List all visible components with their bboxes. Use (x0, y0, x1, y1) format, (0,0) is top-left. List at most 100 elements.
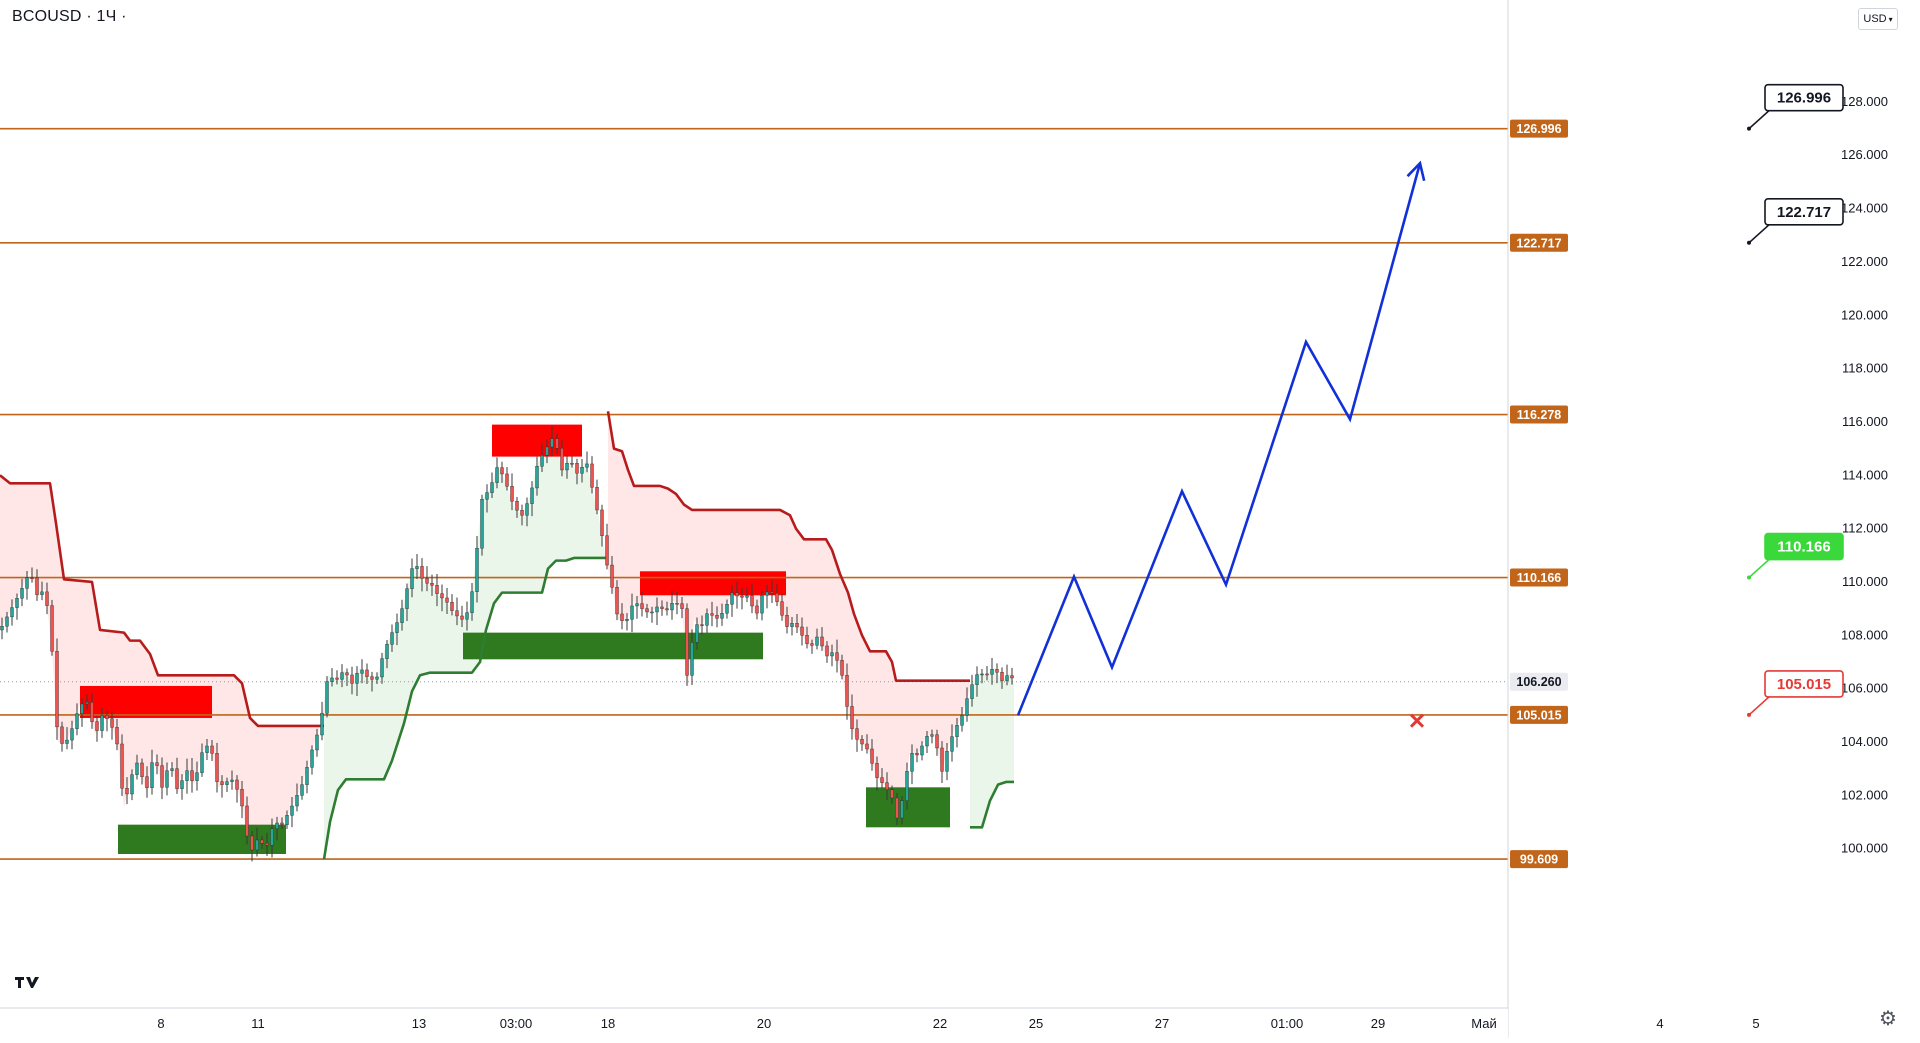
candle-body (415, 566, 419, 569)
candle-body (540, 455, 544, 467)
candle-body (590, 463, 594, 488)
candle-body (215, 753, 219, 782)
candle-body (925, 736, 929, 747)
y-tick-label: 118.000 (1842, 361, 1888, 376)
candle-body (95, 721, 99, 731)
candle-body (305, 767, 309, 785)
candle-body (290, 805, 294, 816)
callout-anchor (1747, 240, 1751, 245)
level-price-tag[interactable] (1510, 568, 1568, 587)
candle-body (300, 784, 304, 796)
stop-loss-marker-icon (1409, 713, 1425, 728)
candle-body (665, 608, 669, 611)
candle-body (655, 606, 659, 613)
candle-body (830, 652, 834, 657)
candle-body (935, 734, 939, 749)
candle-body (785, 615, 789, 627)
candle-body (955, 725, 959, 737)
candle-body (580, 467, 584, 474)
tradingview-logo[interactable] (10, 970, 44, 994)
candle-body (920, 745, 924, 756)
x-tick-label: 18 (601, 1016, 615, 1031)
level-price-tag[interactable] (1510, 119, 1568, 138)
current-price-tag[interactable] (1510, 672, 1568, 691)
x-tick-label: 29 (1371, 1016, 1385, 1031)
level-price-tag[interactable] (1510, 233, 1568, 252)
candle-body (510, 486, 514, 502)
candle-body (725, 604, 729, 614)
candle-body (810, 643, 814, 646)
candle-body (40, 591, 44, 595)
x-tick-label: 8 (157, 1016, 164, 1031)
candle-body (380, 658, 384, 678)
candle-body (705, 613, 709, 626)
candle-body (685, 608, 689, 676)
candle-body (15, 598, 19, 608)
candle-body (35, 577, 39, 595)
candle-body (740, 595, 744, 598)
candle-body (425, 578, 429, 584)
time-axis-background (0, 1009, 1508, 1038)
level-callout-label: 122.717 (1777, 204, 1831, 221)
candle-body (50, 605, 54, 652)
candle-body (905, 771, 909, 801)
candle-body (45, 591, 49, 606)
candle-body (440, 593, 444, 599)
level-price-tag[interactable] (1510, 705, 1568, 724)
candle-body (0, 626, 4, 631)
candle-body (400, 608, 404, 623)
candle-body (10, 607, 14, 618)
support-line-2 (970, 780, 1014, 829)
candle-body (745, 595, 749, 598)
candle-body (310, 749, 314, 768)
candle-body (840, 660, 844, 676)
candle-body (500, 467, 504, 475)
candle-body (370, 676, 374, 680)
level-callout[interactable] (1764, 197, 1844, 226)
callout-anchor (1747, 575, 1751, 580)
candle-body (585, 463, 589, 468)
callout-pointer (1748, 110, 1770, 130)
candle-body (720, 613, 724, 619)
x-tick-label: 27 (1155, 1016, 1169, 1031)
resistance-fill-2 (608, 411, 970, 822)
candle-body (85, 702, 89, 705)
candle-body (345, 672, 349, 676)
x-tick-label: 20 (757, 1016, 771, 1031)
candle-body (495, 467, 499, 483)
candle-body (800, 626, 804, 636)
currency-dropdown[interactable]: USD ▾ (1858, 8, 1898, 30)
candle-body (645, 608, 649, 613)
candle-body (640, 603, 644, 609)
candle-body (220, 781, 224, 785)
candle-body (565, 463, 569, 471)
candle-body (165, 770, 169, 788)
y-tick-label: 100.000 (1841, 841, 1888, 856)
candle-body (155, 762, 159, 766)
candle-body (485, 492, 489, 500)
level-price-tag[interactable] (1510, 405, 1568, 424)
candle-body (670, 603, 674, 611)
candle-body (135, 762, 139, 775)
interval-label[interactable]: 1Ч (96, 8, 117, 25)
y-tick-label: 120.000 (1841, 307, 1888, 322)
level-price-tag[interactable] (1510, 850, 1568, 869)
candle-body (275, 822, 279, 829)
symbol-header[interactable]: BCOUSD · 1Ч · (12, 8, 127, 26)
level-callout[interactable] (1764, 83, 1844, 112)
candle-body (860, 739, 864, 745)
level-callout-label: 110.166 (1777, 539, 1830, 556)
candle-body (910, 753, 914, 772)
resistance-zone (80, 685, 212, 718)
level-callout[interactable] (1764, 670, 1844, 698)
candle-body (70, 728, 74, 741)
candle-body (515, 501, 519, 511)
y-tick-label: 108.000 (1841, 627, 1888, 642)
callout-pointer (1748, 224, 1770, 244)
level-callout[interactable] (1764, 532, 1844, 561)
price-axis-background (1508, 0, 1920, 1038)
settings-gear-icon[interactable]: ⚙ (1879, 1007, 1897, 1030)
candle-body (455, 610, 459, 617)
